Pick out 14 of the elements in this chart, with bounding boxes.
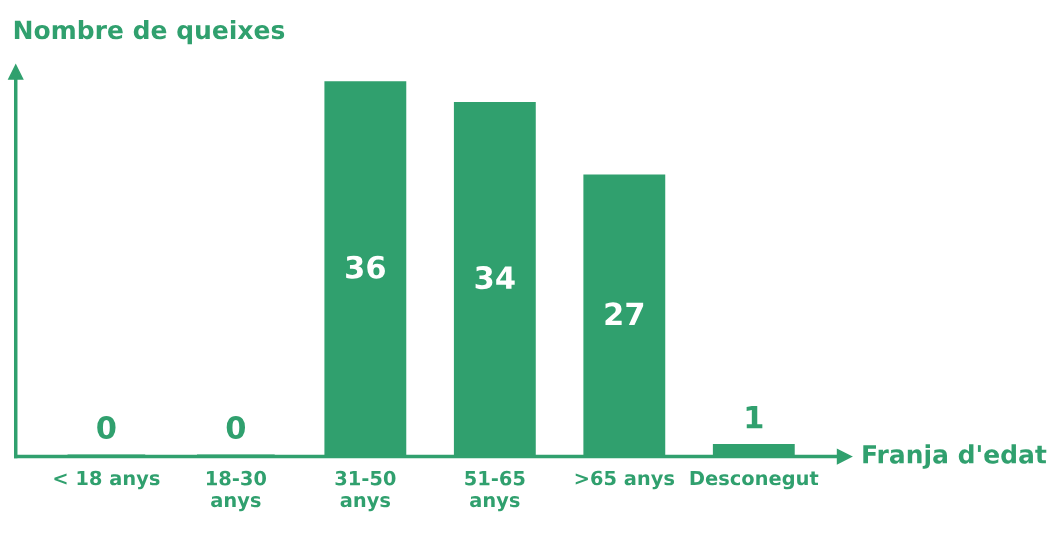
data-label: 0 [226,416,246,440]
x-tick-label: 51-65 anys [465,470,525,512]
x-tick-label: 31-50 anys [335,470,396,512]
data-label: 34 [475,266,515,290]
x-tick-label: 18-30 anys [206,470,267,512]
data-label: 36 [346,255,385,279]
data-label: 27 [605,302,644,326]
data-label: 1 [746,406,763,429]
x-tick-label: >65 anys [575,470,675,490]
x-axis-title: Franja d'edat [863,444,1047,469]
x-tick-label: < 18 anys [54,470,160,490]
x-tick-label: Desconegut [690,470,819,490]
y-axis-title: Nombre de queixes [14,19,285,45]
data-label: 0 [97,416,116,440]
